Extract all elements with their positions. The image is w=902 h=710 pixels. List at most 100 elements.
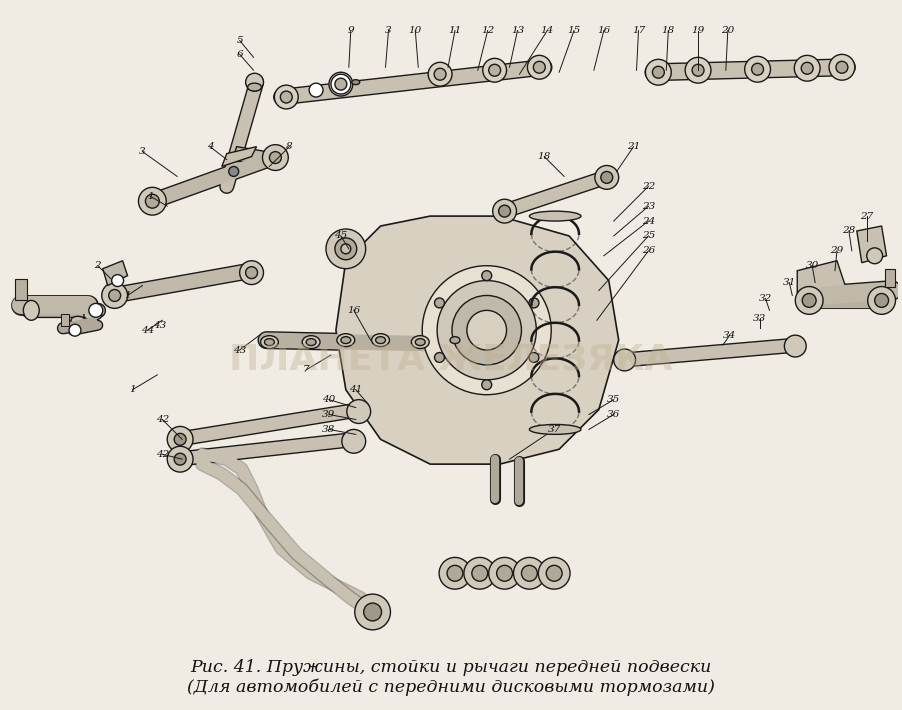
Text: ПЛАНЕТА ЖЕЛЕЗЯКА: ПЛАНЕТА ЖЕЛЕЗЯКА [229,343,673,377]
Text: 16: 16 [597,26,611,35]
Ellipse shape [337,334,354,346]
Circle shape [435,298,445,308]
Polygon shape [336,216,619,464]
Text: 14: 14 [540,26,554,35]
Text: 6: 6 [236,50,243,59]
Circle shape [342,430,365,453]
Circle shape [335,238,357,260]
Text: 9: 9 [347,26,354,35]
Ellipse shape [261,336,279,349]
Circle shape [428,62,452,86]
Circle shape [262,145,289,170]
Circle shape [489,557,520,589]
Circle shape [112,275,124,287]
Circle shape [174,453,186,465]
Ellipse shape [480,339,490,346]
Text: 1: 1 [129,386,136,394]
Circle shape [109,290,121,302]
Text: 13: 13 [511,26,524,35]
Text: 45: 45 [335,231,347,241]
Circle shape [528,55,551,80]
Text: 30: 30 [805,261,819,271]
Text: 19: 19 [692,26,704,35]
Circle shape [452,295,521,365]
Text: 16: 16 [347,306,361,315]
Circle shape [802,293,816,307]
Text: 32: 32 [759,294,772,303]
Text: 41: 41 [349,386,363,394]
Ellipse shape [529,211,581,221]
Ellipse shape [23,300,40,320]
Text: 31: 31 [783,278,796,287]
Polygon shape [797,261,847,305]
Ellipse shape [529,425,581,435]
Circle shape [686,58,711,83]
Circle shape [434,68,446,80]
Polygon shape [232,147,266,162]
Text: 33: 33 [753,314,766,323]
Circle shape [594,165,619,190]
Text: 42: 42 [156,449,169,459]
Text: Рис. 41. Пружины, стойки и рычаги передней подвески: Рис. 41. Пружины, стойки и рычаги передн… [190,659,712,676]
Circle shape [547,565,562,581]
Polygon shape [222,147,256,166]
Text: 38: 38 [322,425,336,434]
Circle shape [795,55,820,81]
Text: 26: 26 [642,246,655,256]
Circle shape [422,266,551,395]
Circle shape [245,73,263,91]
Circle shape [692,65,704,76]
Ellipse shape [341,337,351,344]
Circle shape [437,280,537,380]
Ellipse shape [352,80,360,84]
Bar [61,315,69,326]
Text: 1: 1 [124,291,131,300]
Circle shape [533,61,545,73]
Text: 11: 11 [448,26,462,35]
Text: 21: 21 [627,142,640,151]
Circle shape [801,62,813,75]
Circle shape [435,353,445,362]
Text: 44: 44 [141,326,154,334]
Ellipse shape [475,336,493,349]
Text: 43: 43 [152,321,166,329]
Circle shape [347,400,371,423]
Circle shape [331,75,351,94]
Circle shape [499,205,511,217]
Circle shape [538,557,570,589]
Text: 1: 1 [147,192,153,201]
Polygon shape [857,226,887,263]
Bar [15,278,27,300]
Circle shape [467,310,507,350]
Polygon shape [103,261,127,285]
Text: 23: 23 [642,202,655,211]
Circle shape [745,56,770,82]
Text: 2: 2 [95,261,101,271]
Ellipse shape [372,334,390,346]
Ellipse shape [264,339,274,346]
Circle shape [139,187,166,215]
Circle shape [513,557,545,589]
Ellipse shape [375,337,385,344]
Circle shape [836,61,848,73]
Circle shape [497,565,512,581]
Text: 17: 17 [632,26,645,35]
Circle shape [483,58,507,82]
Circle shape [102,283,127,308]
Ellipse shape [446,334,464,346]
Ellipse shape [306,339,316,346]
Text: 3: 3 [385,26,391,35]
Circle shape [482,380,492,390]
Text: 37: 37 [548,425,561,434]
Text: 18: 18 [538,152,551,161]
Circle shape [601,171,612,183]
Text: 18: 18 [662,26,675,35]
Text: 15: 15 [567,26,581,35]
Ellipse shape [248,83,262,91]
Text: 25: 25 [642,231,655,241]
Circle shape [785,335,806,357]
Text: 3: 3 [139,147,146,156]
Text: 39: 39 [322,410,336,419]
Circle shape [245,267,258,278]
Circle shape [329,72,353,96]
